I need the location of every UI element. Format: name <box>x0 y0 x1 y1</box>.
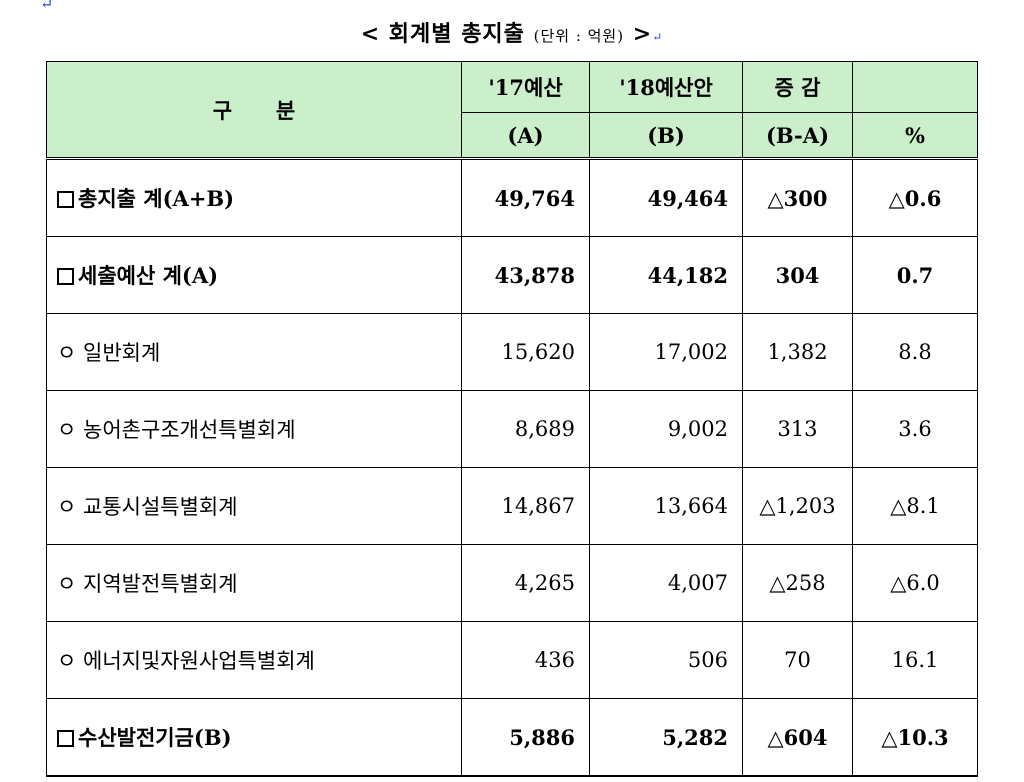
checkbox-square-icon <box>57 730 74 747</box>
paragraph-mark-icon: ↵ <box>652 30 664 44</box>
header-col-a-line1: '17예산 <box>461 61 590 113</box>
row-value-pct: 8.8 <box>852 313 978 391</box>
header-row-1: 구 분 '17예산 '18예산안 증 감 <box>46 61 978 159</box>
row-value-pct: 3.6 <box>852 390 978 468</box>
row-label: ㅇ 농어촌구조개선특별회계 <box>46 390 462 468</box>
table-row: ㅇ 에너지및자원사업특별회계 436 506 70 16.1 <box>46 621 978 699</box>
row-value-b: 506 <box>589 621 743 699</box>
row-label: ㅇ 지역발전특별회계 <box>46 544 462 622</box>
checkbox-square-icon <box>57 191 74 208</box>
row-value-diff: △300 <box>742 157 853 237</box>
table-row: 세출예산 계(A) 43,878 44,182 304 0.7 <box>46 236 978 314</box>
row-value-b: 4,007 <box>589 544 743 622</box>
row-value-a: 43,878 <box>461 236 590 314</box>
row-value-pct: △10.3 <box>852 698 978 777</box>
row-value-pct: 16.1 <box>852 621 978 699</box>
row-value-b: 49,464 <box>589 157 743 237</box>
header-col-diff-line2: (B-A) <box>742 112 853 159</box>
row-value-diff: △604 <box>742 698 853 777</box>
row-value-diff: △1,203 <box>742 467 853 545</box>
row-value-a: 49,764 <box>461 157 590 237</box>
table-row: ㅇ 교통시설특별회계 14,867 13,664 △1,203 △8.1 <box>46 467 978 545</box>
row-value-pct: 0.7 <box>852 236 978 314</box>
row-value-diff: 304 <box>742 236 853 314</box>
header-row-2: (A) (B) (B-A) % <box>47 112 978 159</box>
title-main: < 회계별 총지출 <box>360 21 525 47</box>
row-value-b: 9,002 <box>589 390 743 468</box>
header-col-pct: % <box>852 112 978 159</box>
row-value-diff: △258 <box>742 544 853 622</box>
row-label: ㅇ 일반회계 <box>46 313 462 391</box>
row-value-diff: 70 <box>742 621 853 699</box>
table-title: < 회계별 총지출 (단위 : 억원) >↵ <box>0 16 1024 48</box>
budget-table: 구 분 '17예산 '18예산안 증 감 (A) (B) (B-A) % 총지출… <box>46 61 978 777</box>
header-col-b-sub: (B) <box>647 122 685 148</box>
row-value-pct: △8.1 <box>852 467 978 545</box>
row-value-b: 5,282 <box>589 698 743 777</box>
row-value-a: 15,620 <box>461 313 590 391</box>
row-label-text: 수산발전기금(B) <box>78 725 232 750</box>
row-value-diff: 313 <box>742 390 853 468</box>
table-row: ㅇ 지역발전특별회계 4,265 4,007 △258 △6.0 <box>46 544 978 622</box>
header-col-a-label: '17예산 <box>488 75 563 100</box>
row-value-pct: △0.6 <box>852 157 978 237</box>
title-unit: (단위 : 억원) <box>533 27 625 45</box>
row-value-diff: 1,382 <box>742 313 853 391</box>
title-end: > <box>632 21 653 47</box>
header-col-b-line1: '18예산안 <box>589 61 743 113</box>
row-value-b: 13,664 <box>589 467 743 545</box>
header-col-b-line2: (B) <box>589 112 743 159</box>
header-col-a-sub: (A) <box>507 122 544 148</box>
checkbox-square-icon <box>57 268 74 285</box>
row-value-pct: △6.0 <box>852 544 978 622</box>
header-category-label: 구 분 <box>212 97 296 123</box>
row-value-a: 436 <box>461 621 590 699</box>
header-col-diff-line1: 증 감 <box>742 61 853 113</box>
row-label: 총지출 계(A+B) <box>46 157 462 237</box>
row-value-b: 17,002 <box>589 313 743 391</box>
row-label: ㅇ 에너지및자원사업특별회계 <box>46 621 462 699</box>
row-value-a: 4,265 <box>461 544 590 622</box>
header-col-diff-label: 증 감 <box>774 75 821 100</box>
row-value-b: 44,182 <box>589 236 743 314</box>
header-category: 구 분 <box>46 61 462 159</box>
header-col-pct-blank <box>852 61 978 113</box>
row-value-a: 5,886 <box>461 698 590 777</box>
header-col-b-label: '18예산안 <box>619 75 713 100</box>
row-value-a: 14,867 <box>461 467 590 545</box>
paragraph-mark-icon: ↵ <box>40 0 54 13</box>
row-label: 세출예산 계(A) <box>46 236 462 314</box>
row-label: ㅇ 교통시설특별회계 <box>46 467 462 545</box>
table-row: 총지출 계(A+B) 49,764 49,464 △300 △0.6 <box>46 157 978 237</box>
row-label-text: 세출예산 계(A) <box>78 263 219 288</box>
header-col-diff-sub: (B-A) <box>765 122 830 148</box>
table-row: 수산발전기금(B) 5,886 5,282 △604 △10.3 <box>46 698 978 777</box>
row-label: 수산발전기금(B) <box>46 698 462 777</box>
row-label-text: 총지출 계(A+B) <box>78 186 235 211</box>
header-col-pct-label: % <box>905 122 925 148</box>
table-row: ㅇ 농어촌구조개선특별회계 8,689 9,002 313 3.6 <box>46 390 978 468</box>
table-row: ㅇ 일반회계 15,620 17,002 1,382 8.8 <box>46 313 978 391</box>
header-col-a-line2: (A) <box>461 112 590 159</box>
row-value-a: 8,689 <box>461 390 590 468</box>
